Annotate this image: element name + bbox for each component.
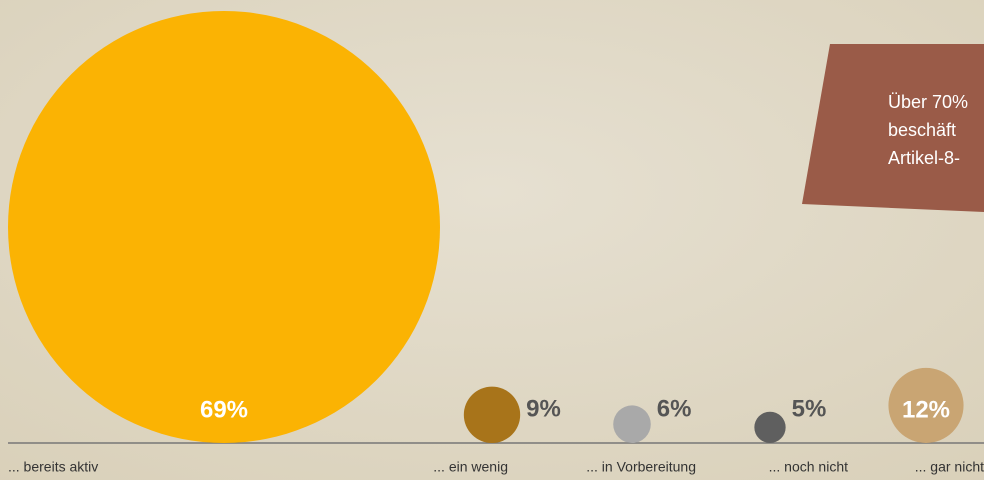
annotation-line: Artikel-8- bbox=[888, 148, 960, 168]
bubble bbox=[888, 367, 964, 443]
value-label: 9% bbox=[526, 395, 561, 422]
category-label: ... ein wenig bbox=[433, 459, 508, 475]
annotation-line: beschäft bbox=[888, 120, 956, 140]
category-label: ... gar nicht bbox=[915, 459, 984, 475]
bubble bbox=[754, 411, 786, 444]
annotation-box bbox=[802, 44, 984, 212]
value-label: 6% bbox=[657, 395, 692, 422]
bubble bbox=[613, 405, 651, 443]
category-label: ... noch nicht bbox=[769, 459, 848, 475]
value-label: 5% bbox=[792, 395, 827, 422]
bubble bbox=[463, 386, 521, 443]
annotation-line: Über 70% bbox=[888, 92, 968, 112]
category-label: ... bereits aktiv bbox=[8, 459, 98, 475]
value-label: 12% bbox=[902, 396, 950, 423]
bubble bbox=[8, 11, 440, 443]
value-label: 69% bbox=[200, 396, 248, 423]
category-label: ... in Vorbereitung bbox=[586, 459, 696, 475]
